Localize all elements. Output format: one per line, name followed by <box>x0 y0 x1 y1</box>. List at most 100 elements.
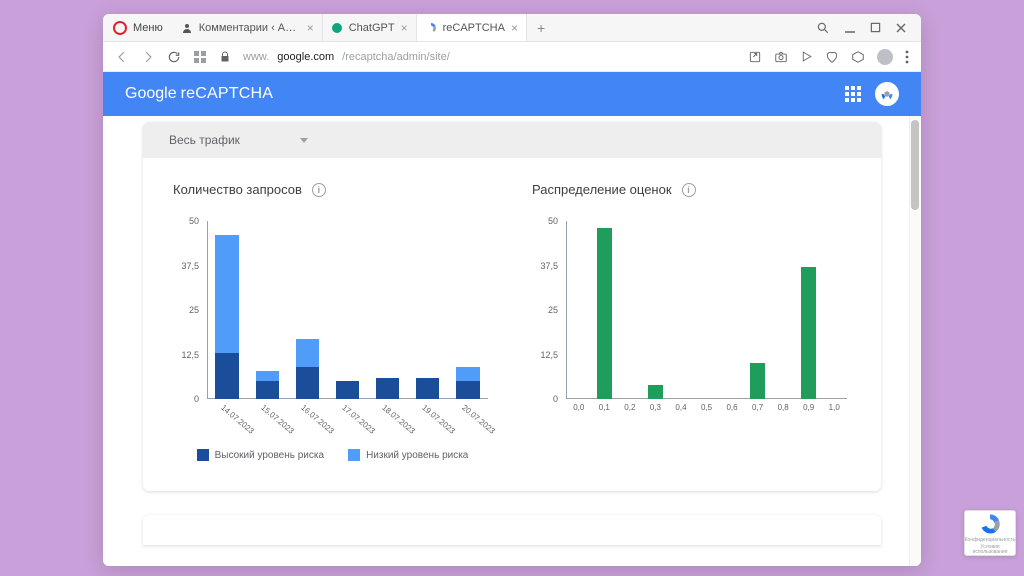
brand-product: reCAPTCHA <box>181 85 273 103</box>
menu-label: Меню <box>133 22 163 34</box>
x-tick-label: 0,6 <box>726 403 737 412</box>
tab-bar: Меню Комментарии ‹ Админки…×ChatGPT×reCA… <box>103 14 921 42</box>
search-icon[interactable] <box>816 21 830 35</box>
scores-chart-title: Распределение оценок <box>532 182 672 197</box>
brand: Google reCAPTCHA <box>125 85 273 103</box>
y-tick-label: 25 <box>189 305 199 315</box>
url-display[interactable]: www. google.com/recaptcha/admin/site/ <box>243 51 450 63</box>
bar <box>456 367 479 399</box>
chevron-down-icon <box>300 138 308 143</box>
url-host: google.com <box>277 51 334 63</box>
x-tick-label: 20.07.2023 <box>460 403 496 436</box>
y-tick-label: 50 <box>548 216 558 226</box>
legend-label: Низкий уровень риска <box>366 450 468 461</box>
tab-title: reCAPTCHA <box>443 22 505 34</box>
bar <box>750 363 765 399</box>
filter-label: Весь трафик <box>169 133 240 147</box>
info-icon[interactable]: i <box>682 183 696 197</box>
bar-segment <box>336 381 359 399</box>
url-path: /recaptcha/admin/site/ <box>342 51 450 63</box>
browser-tab[interactable]: Комментарии ‹ Админки…× <box>173 14 323 41</box>
x-tick-label: 0,5 <box>701 403 712 412</box>
play-icon[interactable] <box>800 50 813 63</box>
requests-legend: Высокий уровень риска Низкий уровень риск… <box>173 449 492 461</box>
browser-menu-button[interactable]: Меню <box>109 14 173 41</box>
close-tab-icon[interactable]: × <box>307 21 314 35</box>
browser-tab[interactable]: reCAPTCHA × <box>417 14 527 41</box>
bar <box>597 228 612 399</box>
recaptcha-badge-text-1: Конфиденциальность <box>965 538 1016 543</box>
x-tick-label: 15.07.2023 <box>259 403 295 436</box>
y-tick-label: 25 <box>548 305 558 315</box>
filter-bar: Весь трафик <box>143 122 881 158</box>
recaptcha-icon <box>978 512 1002 536</box>
lock-icon <box>219 51 231 63</box>
recaptcha-badge[interactable]: Конфиденциальность Условия использования <box>964 510 1016 556</box>
kebab-icon[interactable] <box>905 50 909 64</box>
bar <box>256 371 279 399</box>
back-button[interactable] <box>115 50 129 64</box>
x-tick-label: 16.07.2023 <box>300 403 336 436</box>
maximize-button[interactable] <box>870 22 881 33</box>
close-tab-icon[interactable]: × <box>511 21 518 35</box>
x-tick-label: 0,9 <box>803 403 814 412</box>
bar-segment <box>256 371 279 382</box>
x-tick-label: 0,1 <box>599 403 610 412</box>
new-tab-button[interactable]: + <box>527 20 555 36</box>
scores-chart-block: Распределение оценок i 012,52537,550 0,0… <box>532 182 851 461</box>
bar <box>215 235 238 399</box>
extensions-icon[interactable] <box>851 50 865 64</box>
requests-chart-block: Количество запросов i 012,52537,550 14.0… <box>173 182 492 461</box>
google-apps-icon[interactable] <box>845 86 861 102</box>
bar-segment <box>256 381 279 399</box>
forward-button[interactable] <box>141 50 155 64</box>
scores-chart: 012,52537,550 0,00,10,20,30,40,50,60,70,… <box>532 221 851 431</box>
content-area: Весь трафик Количество запросов i 0 12,5 2… <box>103 116 921 566</box>
reload-button[interactable] <box>167 50 181 64</box>
x-tick-label: 0,2 <box>624 403 635 412</box>
requests-chart-title: Количество запросов <box>173 182 302 197</box>
legend-label: Высокий уровень риска <box>215 450 324 461</box>
bar-segment <box>416 378 439 399</box>
x-tick-label: 0,3 <box>650 403 661 412</box>
user-avatar[interactable] <box>875 82 899 106</box>
share-icon[interactable] <box>748 50 762 64</box>
y-tick-label: 12,5 <box>181 350 199 360</box>
bar <box>296 339 319 400</box>
tab-title: ChatGPT <box>349 22 395 34</box>
x-tick-label: 1,0 <box>829 403 840 412</box>
info-icon[interactable]: i <box>312 183 326 197</box>
heart-icon[interactable] <box>825 50 839 64</box>
bar <box>336 381 359 399</box>
close-tab-icon[interactable]: × <box>401 21 408 35</box>
x-tick-label: 0,0 <box>573 403 584 412</box>
speed-dial-icon[interactable] <box>193 50 207 64</box>
bar-segment <box>376 378 399 399</box>
legend-item: Низкий уровень риска <box>348 449 468 461</box>
y-tick-label: 0 <box>194 394 199 404</box>
bar <box>648 385 663 399</box>
bar <box>376 378 399 399</box>
y-tick-label: 50 <box>189 216 199 226</box>
browser-tab[interactable]: ChatGPT × <box>323 14 417 41</box>
bar-segment <box>456 367 479 381</box>
close-window-button[interactable] <box>895 22 907 34</box>
bar <box>416 378 439 399</box>
browser-window: Меню Комментарии ‹ Админки…×ChatGPT×reCA… <box>103 14 921 566</box>
url-prefix: www. <box>243 51 269 63</box>
y-tick-label: 12,5 <box>540 350 558 360</box>
minimize-button[interactable] <box>844 22 856 34</box>
next-card-peek <box>143 515 881 545</box>
x-tick-label: 17.07.2023 <box>340 403 376 436</box>
y-tick-label: 37,5 <box>540 261 558 271</box>
scrollbar-thumb[interactable] <box>911 120 919 210</box>
camera-icon[interactable] <box>774 50 788 64</box>
traffic-filter-dropdown[interactable]: Весь трафик <box>169 133 308 147</box>
url-toolbar: www. google.com/recaptcha/admin/site/ <box>103 42 921 72</box>
bar-segment <box>456 381 479 399</box>
analytics-card: Весь трафик Количество запросов i 0 12,5 2… <box>143 122 881 491</box>
opera-icon <box>113 21 127 35</box>
x-tick-label: 0,8 <box>778 403 789 412</box>
x-tick-label: 14.07.2023 <box>219 403 255 436</box>
profile-avatar-icon[interactable] <box>877 49 893 65</box>
